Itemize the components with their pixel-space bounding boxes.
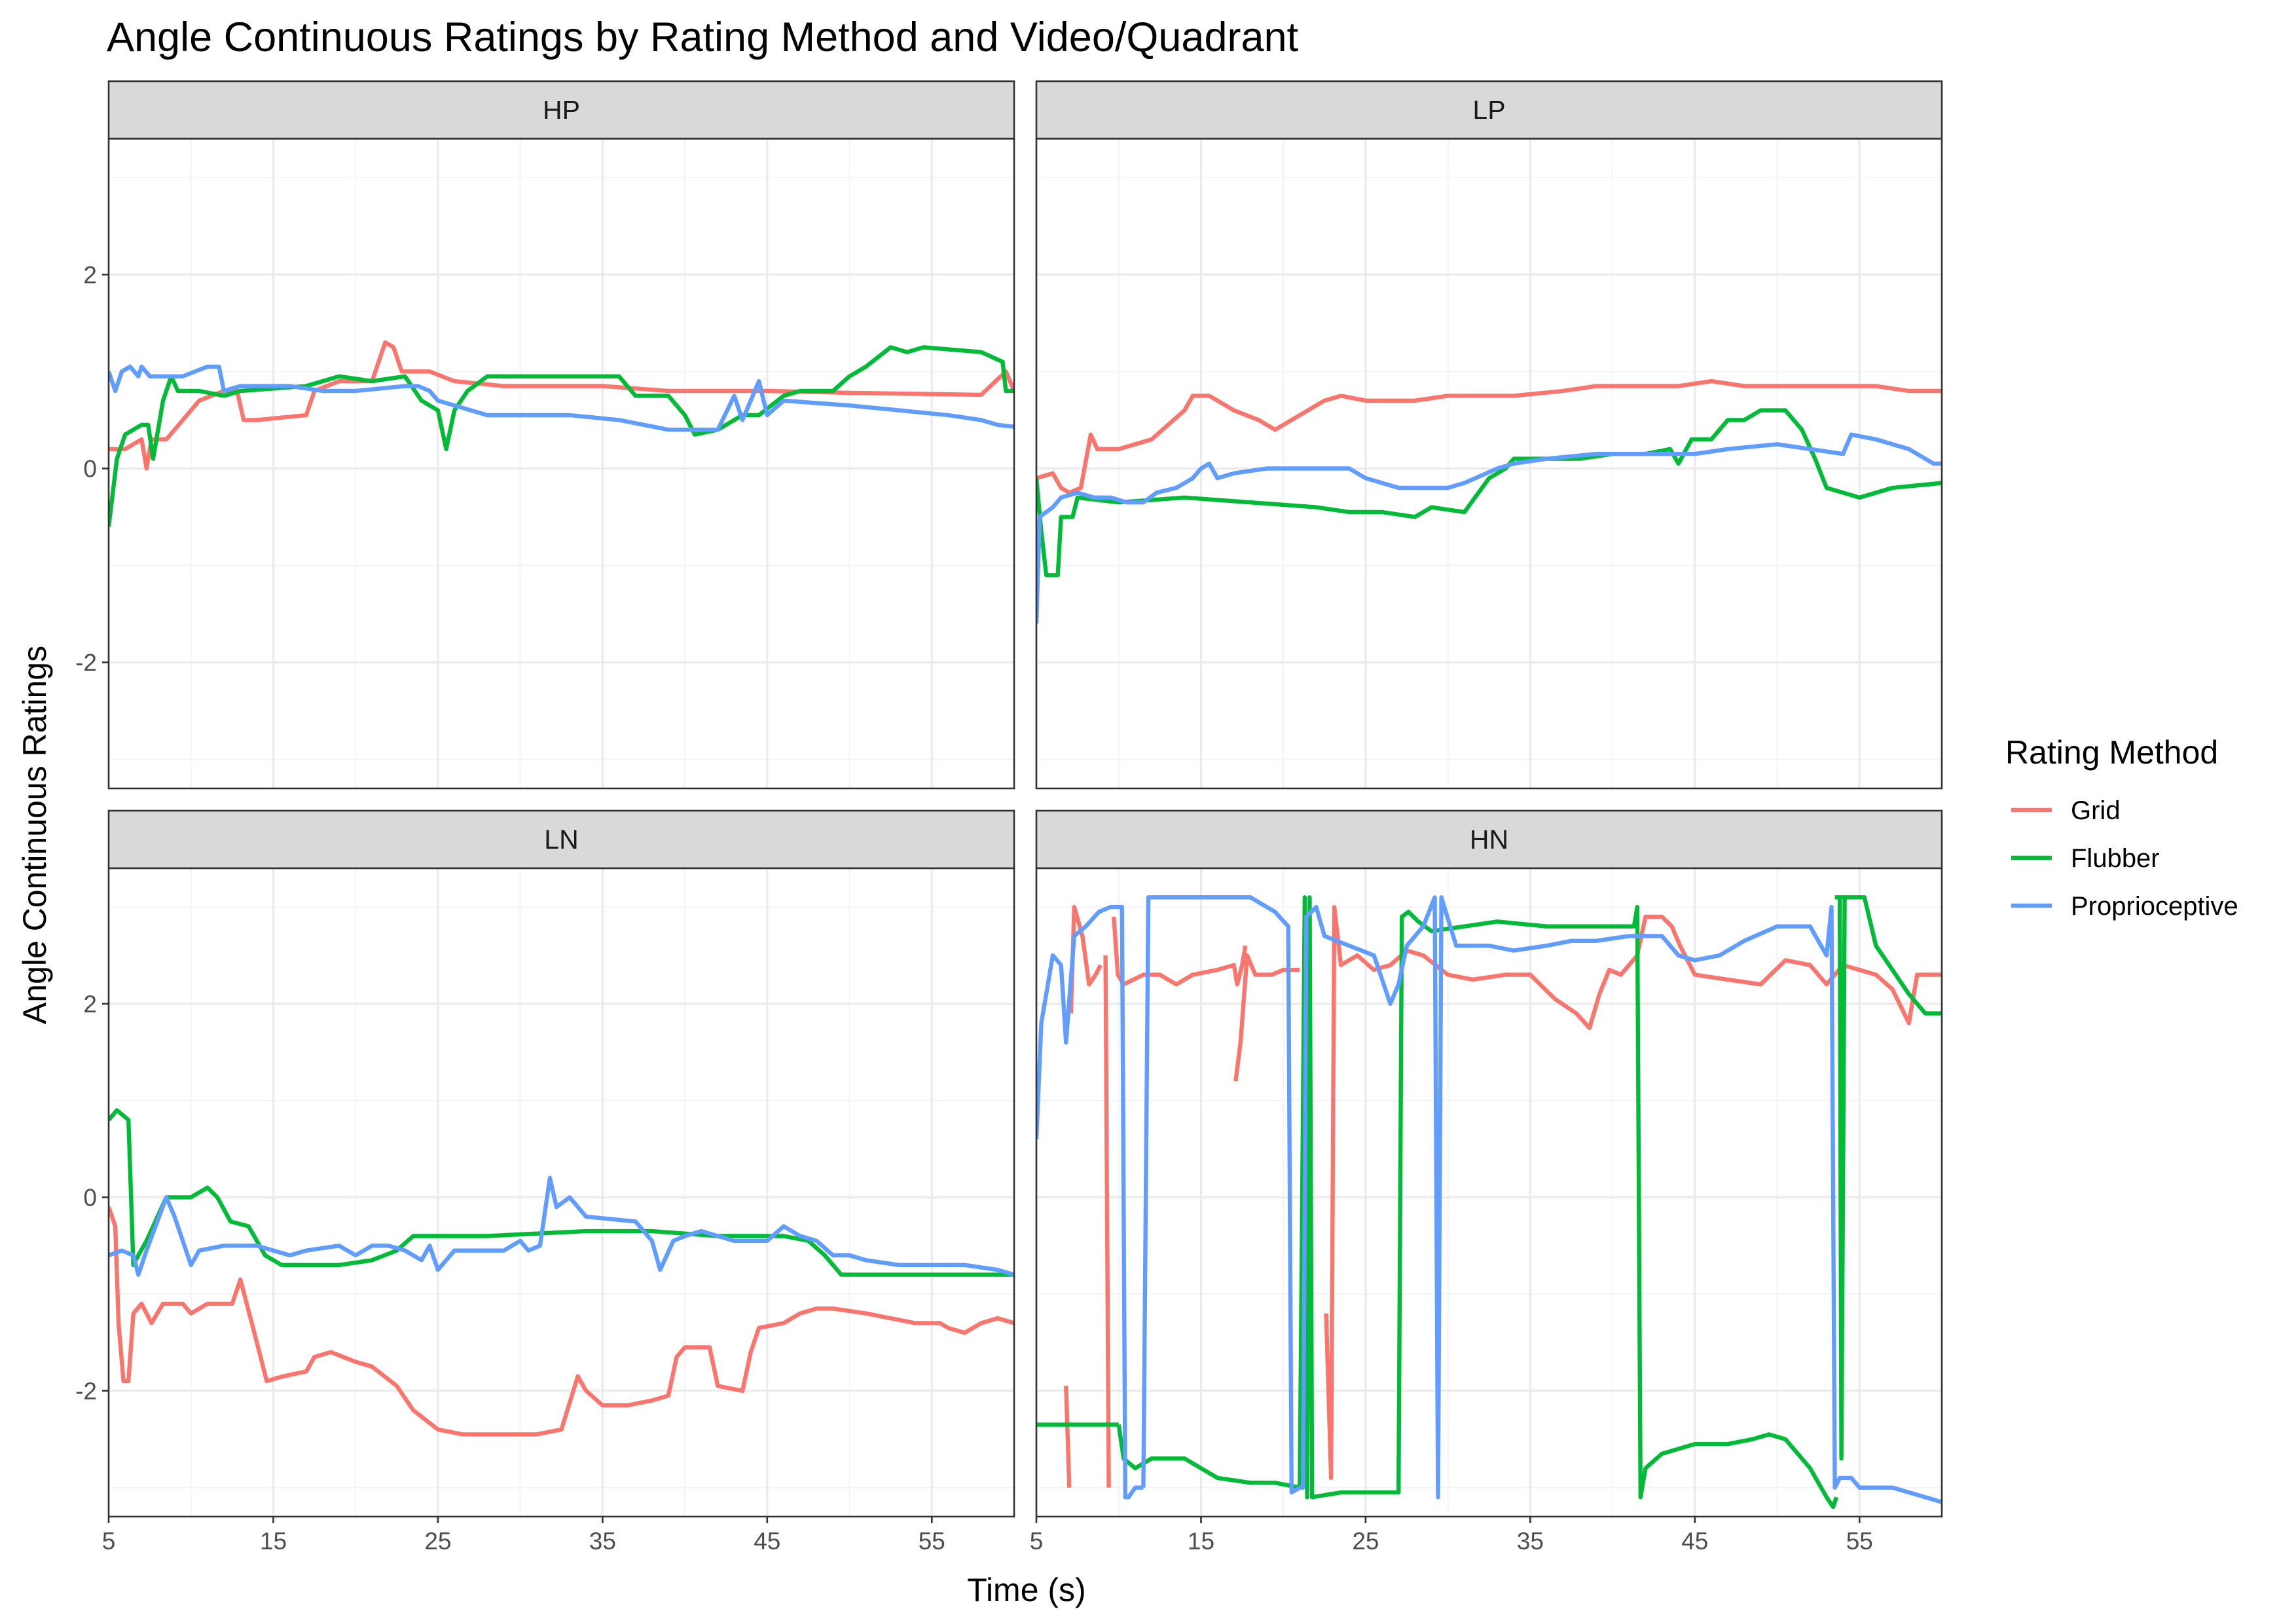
series-line-proprioceptive [1036, 432, 1942, 624]
series-line-proprioceptive [1141, 895, 1942, 1504]
series-line-grid [1103, 955, 1111, 1488]
x-tick-label: 55 [1846, 1528, 1873, 1555]
y-tick-label: -2 [75, 650, 97, 676]
panel-border [107, 138, 1015, 790]
facet-label: HP [543, 95, 580, 125]
series-group [109, 340, 1014, 527]
series-line-flubber [1834, 895, 1942, 1016]
x-tick-label: 5 [102, 1528, 116, 1555]
x-axis-title: Time (s) [967, 1572, 1085, 1608]
series-line-flubber [109, 1108, 1014, 1277]
x-tick-label: 15 [1188, 1528, 1214, 1555]
chart-title: Angle Continuous Ratings by Rating Metho… [107, 14, 1299, 60]
series-group [109, 1108, 1014, 1437]
panel-border [1035, 867, 1943, 1518]
y-tick-label: 2 [83, 261, 97, 288]
series-line-grid [1068, 904, 1102, 1014]
legend-label-proprioceptive: Proprioceptive [2071, 892, 2238, 921]
x-tick-label: 25 [1352, 1528, 1379, 1555]
facet-label: HN [1470, 824, 1508, 855]
panel-background [109, 868, 1014, 1517]
facet-strip [1035, 809, 1943, 870]
series-line-grid [1324, 904, 1942, 1481]
series-line-grid [109, 340, 1014, 471]
x-tick-label: 35 [1517, 1528, 1544, 1555]
y-tick-label: 0 [83, 1184, 97, 1211]
facet-label: LP [1472, 95, 1505, 125]
panel-hn: HN 5 15 25 35 45 55 [1030, 809, 1943, 1555]
legend-label-flubber: Flubber [2071, 844, 2160, 873]
panel-background [109, 139, 1014, 788]
series-line-proprioceptive [109, 1175, 1014, 1277]
facet-strip [1035, 80, 1943, 140]
x-tick-label: 5 [1030, 1528, 1044, 1555]
panel-lp: LP [1035, 80, 1943, 790]
y-tick-label: -2 [75, 1378, 97, 1405]
panel-border [1035, 138, 1943, 790]
facet-strip [107, 809, 1015, 870]
x-tick-label: 25 [424, 1528, 451, 1555]
legend: Rating Method Grid Flubber Proprioceptive [2005, 734, 2238, 921]
y-tick-label: 0 [83, 455, 97, 482]
panel-background [1036, 139, 1942, 788]
legend-label-grid: Grid [2071, 796, 2121, 825]
panel-hp: HP -2 0 2 [75, 80, 1015, 790]
facet-strip [107, 80, 1015, 140]
series-line-proprioceptive [109, 364, 1014, 432]
legend-title: Rating Method [2005, 734, 2218, 771]
series-line-grid [1036, 378, 1942, 495]
y-tick-label: 2 [83, 991, 97, 1018]
series-group [1036, 895, 1942, 1509]
x-tick-label: 55 [919, 1528, 945, 1555]
panel-border [107, 867, 1015, 1518]
series-group [1036, 378, 1942, 624]
series-line-grid [1233, 953, 1300, 1082]
series-line-flubber [1837, 897, 1847, 1461]
series-line-grid [109, 1206, 1014, 1437]
series-line-flubber [1036, 408, 1942, 578]
x-tick-label: 15 [260, 1528, 287, 1555]
y-axis-title: Angle Continuous Ratings [16, 646, 53, 1024]
x-tick-label: 35 [589, 1528, 616, 1555]
x-tick-label: 45 [1681, 1528, 1708, 1555]
x-tick-label: 45 [754, 1528, 780, 1555]
series-line-proprioceptive [1036, 904, 1144, 1500]
facet-label: LN [544, 824, 578, 855]
series-line-grid [1064, 1386, 1072, 1488]
